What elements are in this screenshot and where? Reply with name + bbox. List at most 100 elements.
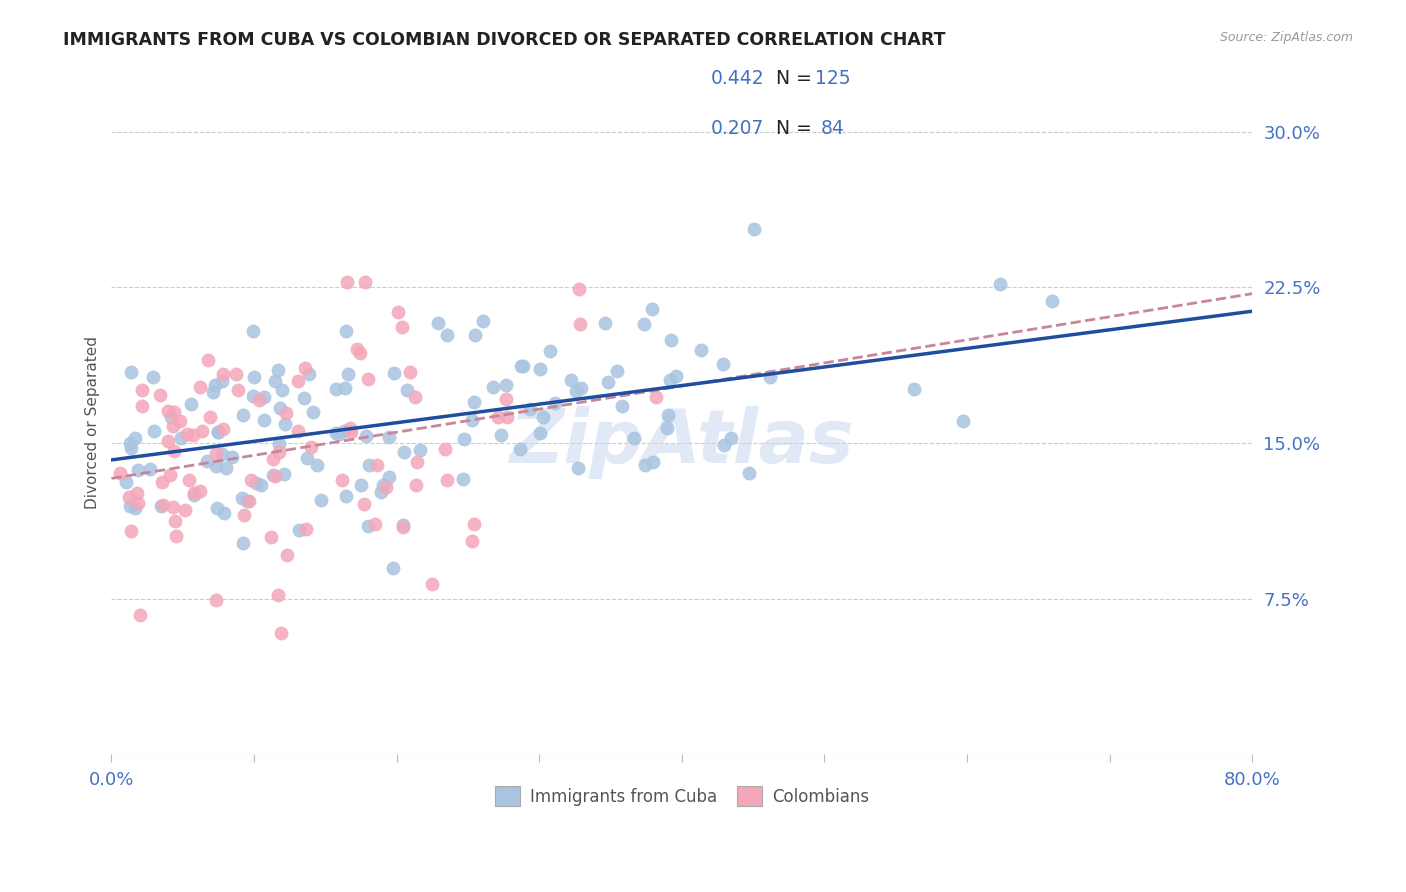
Point: [529, 361, 551, 376]
Point: [496, 410, 519, 425]
Point: [232, 508, 254, 523]
Point: [711, 357, 734, 371]
Point: [406, 455, 429, 469]
Point: [364, 516, 387, 531]
Point: [461, 534, 484, 549]
Point: [118, 490, 141, 504]
Point: [228, 383, 250, 397]
Point: [264, 374, 287, 388]
Point: [174, 503, 197, 517]
Point: [593, 316, 616, 330]
Point: [738, 466, 761, 480]
Point: [988, 277, 1011, 291]
Point: [395, 383, 418, 397]
Point: [238, 493, 260, 508]
Point: [544, 396, 567, 410]
Point: [176, 426, 198, 441]
Point: [519, 402, 541, 417]
Point: [156, 434, 179, 448]
Point: [297, 450, 319, 465]
Point: [509, 442, 531, 456]
Point: [150, 475, 173, 490]
Point: [242, 324, 264, 338]
Point: [120, 365, 142, 379]
Point: [665, 369, 688, 384]
Point: [108, 466, 131, 480]
Point: [378, 429, 401, 443]
Point: [420, 577, 443, 591]
Point: [262, 467, 284, 482]
Point: [436, 473, 458, 487]
Point: [659, 333, 682, 347]
Point: [382, 366, 405, 380]
Point: [488, 409, 510, 424]
Point: [198, 410, 221, 425]
Point: [205, 446, 228, 460]
Point: [531, 409, 554, 424]
Point: [325, 426, 347, 441]
Point: [357, 372, 380, 386]
Point: [391, 518, 413, 533]
Point: [149, 388, 172, 402]
Point: [247, 392, 270, 407]
Point: [464, 327, 486, 342]
Point: [188, 380, 211, 394]
Point: [434, 442, 457, 456]
Point: [387, 305, 409, 319]
Point: [952, 414, 974, 428]
Point: [903, 382, 925, 396]
Point: [124, 431, 146, 445]
Point: [453, 432, 475, 446]
Point: [399, 365, 422, 379]
Point: [150, 500, 173, 514]
Point: [339, 425, 361, 440]
Point: [159, 468, 181, 483]
Point: [366, 458, 388, 472]
Point: [232, 408, 254, 422]
Point: [207, 425, 229, 439]
Point: [606, 364, 628, 378]
Point: [335, 489, 357, 503]
Point: [357, 518, 380, 533]
Text: N =: N =: [776, 69, 818, 88]
Point: [463, 516, 485, 531]
Point: [236, 493, 259, 508]
Point: [332, 424, 354, 438]
Point: [159, 410, 181, 425]
Point: [302, 405, 325, 419]
Point: [354, 275, 377, 289]
Point: [451, 472, 474, 486]
Point: [139, 462, 162, 476]
Legend: Immigrants from Cuba, Colombians: Immigrants from Cuba, Colombians: [488, 780, 876, 813]
Point: [127, 496, 149, 510]
Point: [405, 478, 427, 492]
Point: [623, 431, 645, 445]
Point: [221, 450, 243, 464]
Point: [720, 432, 742, 446]
Point: [183, 488, 205, 502]
Text: N =: N =: [776, 119, 818, 137]
Point: [374, 481, 396, 495]
Point: [204, 378, 226, 392]
Point: [274, 406, 297, 420]
Point: [346, 342, 368, 356]
Point: [225, 367, 247, 381]
Point: [231, 491, 253, 505]
Point: [610, 399, 633, 413]
Point: [212, 506, 235, 520]
Point: [529, 425, 551, 440]
Point: [287, 374, 309, 388]
Point: [142, 425, 165, 439]
Point: [165, 529, 187, 543]
Point: [127, 463, 149, 477]
Point: [713, 438, 735, 452]
Point: [163, 443, 186, 458]
Point: [188, 483, 211, 498]
Text: 0.207: 0.207: [710, 119, 763, 137]
Point: [157, 404, 180, 418]
Point: [463, 394, 485, 409]
Point: [205, 458, 228, 473]
Point: [391, 520, 413, 534]
Point: [267, 436, 290, 450]
Point: [489, 428, 512, 442]
